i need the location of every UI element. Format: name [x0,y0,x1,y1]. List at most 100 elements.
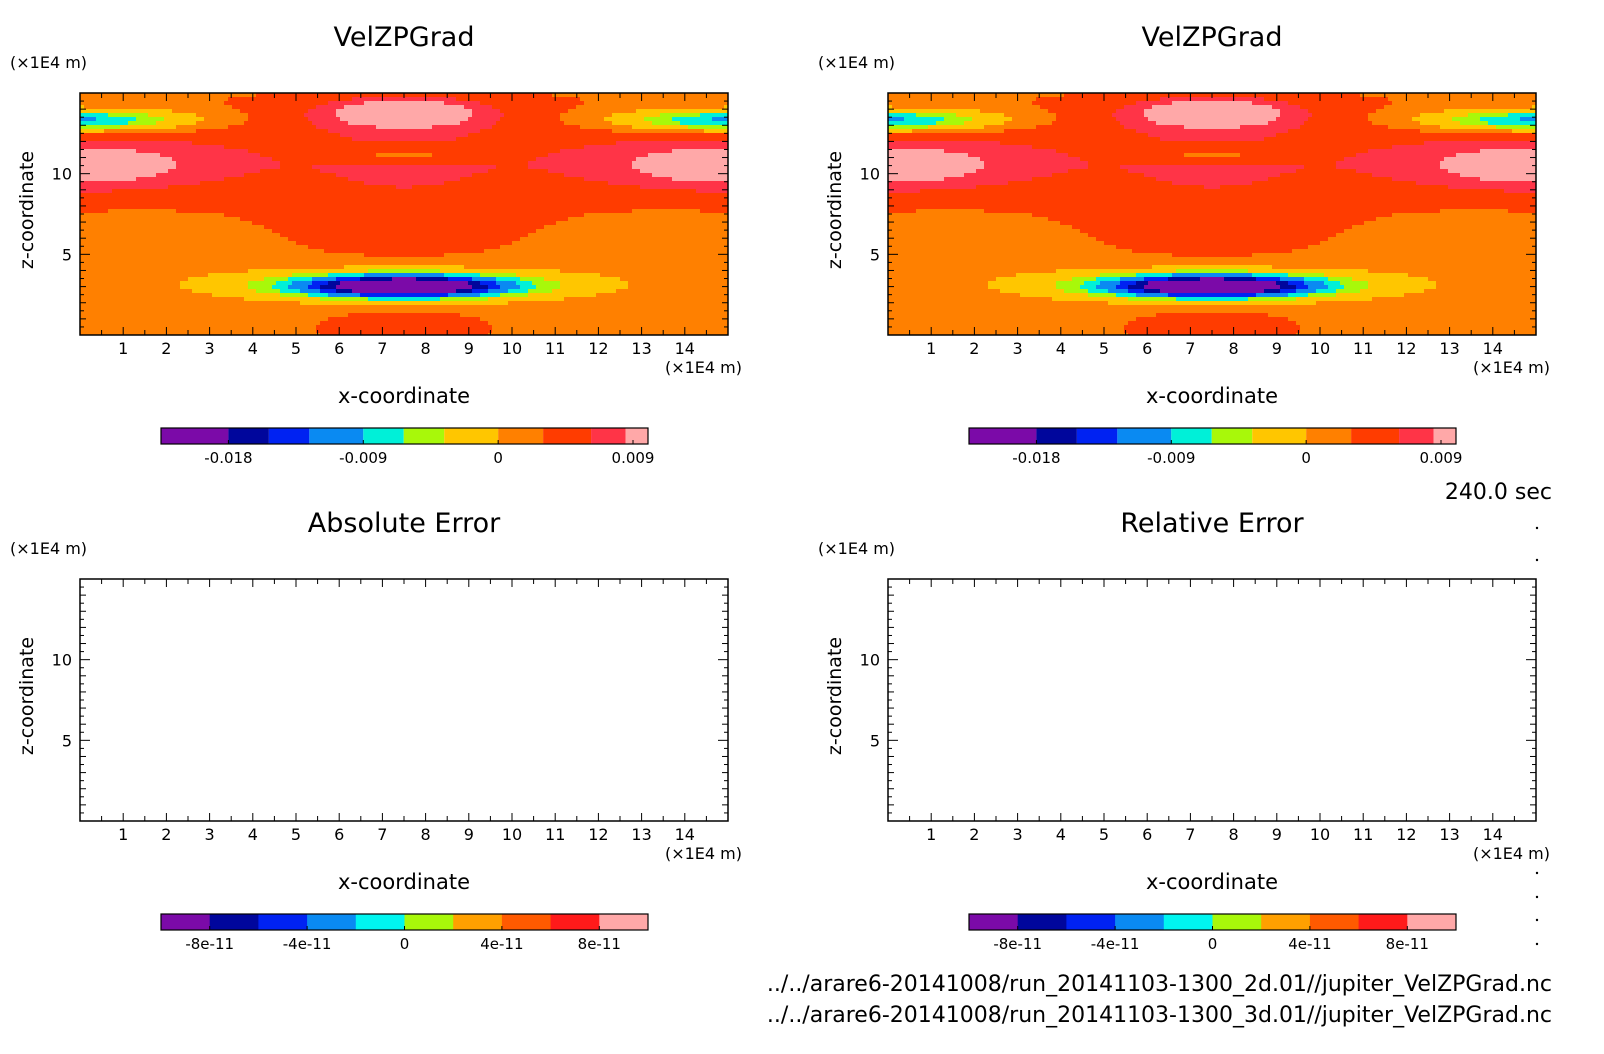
contour-cell [540,189,545,194]
contour-cell [380,169,385,174]
contour-cell [624,205,629,210]
contour-cell [84,129,89,134]
contour-cell [660,129,665,134]
contour-cell [720,177,725,182]
contour-cell [224,209,229,214]
contour-cell [460,205,465,210]
contour-cell [316,201,321,206]
contour-cell [372,185,377,190]
contour-cell [612,165,617,170]
contour-cell [220,209,225,214]
contour-cell [80,209,85,214]
contour-cell [640,137,645,142]
contour-cell [536,113,541,118]
contour-cell [660,145,665,150]
contour-cell [348,101,353,106]
contour-cell [536,193,541,198]
contour-cell [680,177,685,182]
contour-cell [100,133,105,138]
contour-cell [156,121,161,126]
contour-cell [692,93,697,98]
contour-cell [584,109,589,114]
contour-cell [396,169,401,174]
contour-cell [668,145,673,150]
contour-cell [264,149,269,154]
contour-cell [580,177,585,182]
contour-cell [420,129,425,134]
x-unit-label: (×1E4 m) [665,358,742,377]
contour-cell [428,185,433,190]
contour-cell [724,185,728,190]
contour-cell [88,145,93,150]
contour-cell [600,205,605,210]
contour-cell [236,149,241,154]
contour-cell [352,153,357,158]
contour-cell [556,157,561,162]
contour-cell [384,129,389,134]
contour-cell [348,189,353,194]
contour-cell [168,197,173,202]
contour-cell [168,105,173,110]
contour-cell [228,177,233,182]
contour-cell [716,149,721,154]
contour-cell [208,93,213,98]
contour-cell [476,145,481,150]
contour-cell [372,181,377,186]
contour-cell [356,181,361,186]
contour-cell [360,141,365,146]
contour-cell [572,125,577,130]
contour-cell [548,113,553,118]
contour-cell [396,209,401,214]
contour-cell [668,165,673,170]
contour-cell [108,109,113,114]
contour-cell [456,137,461,142]
contour-cell [232,161,237,166]
contour-cell [716,93,721,98]
contour-cell [460,117,465,122]
contour-cell [616,177,621,182]
contour-cell [172,141,177,146]
contour-cell [720,129,725,134]
contour-cell [628,109,633,114]
contour-cell [356,105,361,110]
contour-cell [500,97,505,102]
contour-cell [104,121,109,126]
contour-cell [312,213,317,218]
contour-cell [88,177,93,182]
contour-cell [220,201,225,206]
contour-cell [572,121,577,126]
contour-cell [616,181,621,186]
contour-cell [540,165,545,170]
contour-cell [608,189,613,194]
contour-cell [260,165,265,170]
contour-cell [512,209,517,214]
contour-cell [552,117,557,122]
contour-cell [192,205,197,210]
contour-cell [704,109,709,114]
contour-cell [392,145,397,150]
contour-cell [172,93,177,98]
contour-cell [88,213,93,218]
contour-cell [512,113,517,118]
contour-cell [352,129,357,134]
contour-cell [528,145,533,150]
contour-cell [200,133,205,138]
contour-cell [236,121,241,126]
contour-cell [696,125,701,130]
contour-cell [684,113,689,118]
contour-cell [600,213,605,218]
contour-cell [600,117,605,122]
contour-cell [232,189,237,194]
contour-cell [652,205,657,210]
contour-cell [108,133,113,138]
contour-cell [560,97,565,102]
contour-cell [96,145,101,150]
contour-cell [160,189,165,194]
contour-cell [496,141,501,146]
contour-cell [136,161,141,166]
contour-cell [456,201,461,206]
contour-cell [500,197,505,202]
contour-cell [604,149,609,154]
contour-cell [692,209,697,214]
contour-cell [616,169,621,174]
